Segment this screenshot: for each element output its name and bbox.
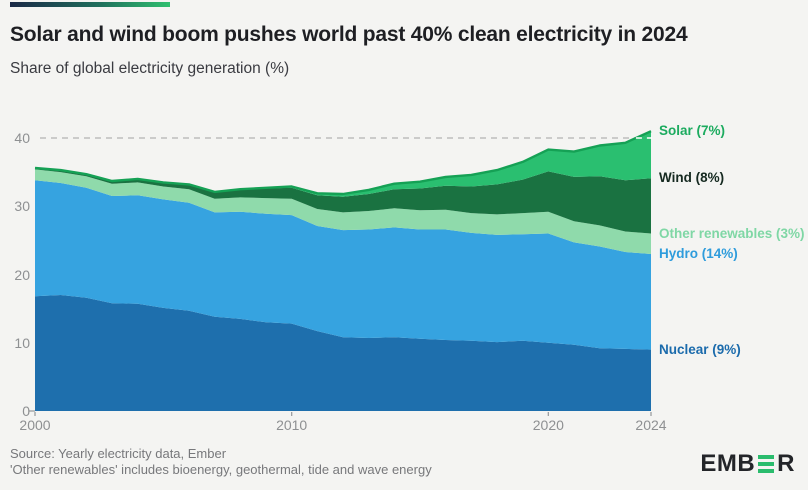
chart-title: Solar and wind boom pushes world past 40…: [10, 23, 688, 46]
ember-logo: EMB R: [700, 450, 795, 477]
clean-total-line: [34, 130, 652, 196]
chart-subtitle: Share of global electricity generation (…: [10, 60, 290, 77]
area-nuclear: [35, 295, 651, 411]
logo-e-bars-icon: [758, 455, 775, 473]
area-solar: [35, 131, 651, 197]
definition-note: 'Other renewables' includes bioenergy, g…: [10, 461, 432, 477]
footer-notes: Source: Yearly electricity data, Ember '…: [10, 446, 432, 477]
source-note: Source: Yearly electricity data, Ember: [10, 446, 227, 461]
brand-accent-bar: [10, 2, 170, 7]
logo-text-left: EMB: [700, 450, 756, 477]
area-wind: [35, 168, 651, 234]
logo-text-right: R: [777, 450, 795, 477]
area-other-renewables: [35, 169, 651, 254]
area-hydro: [35, 180, 651, 350]
